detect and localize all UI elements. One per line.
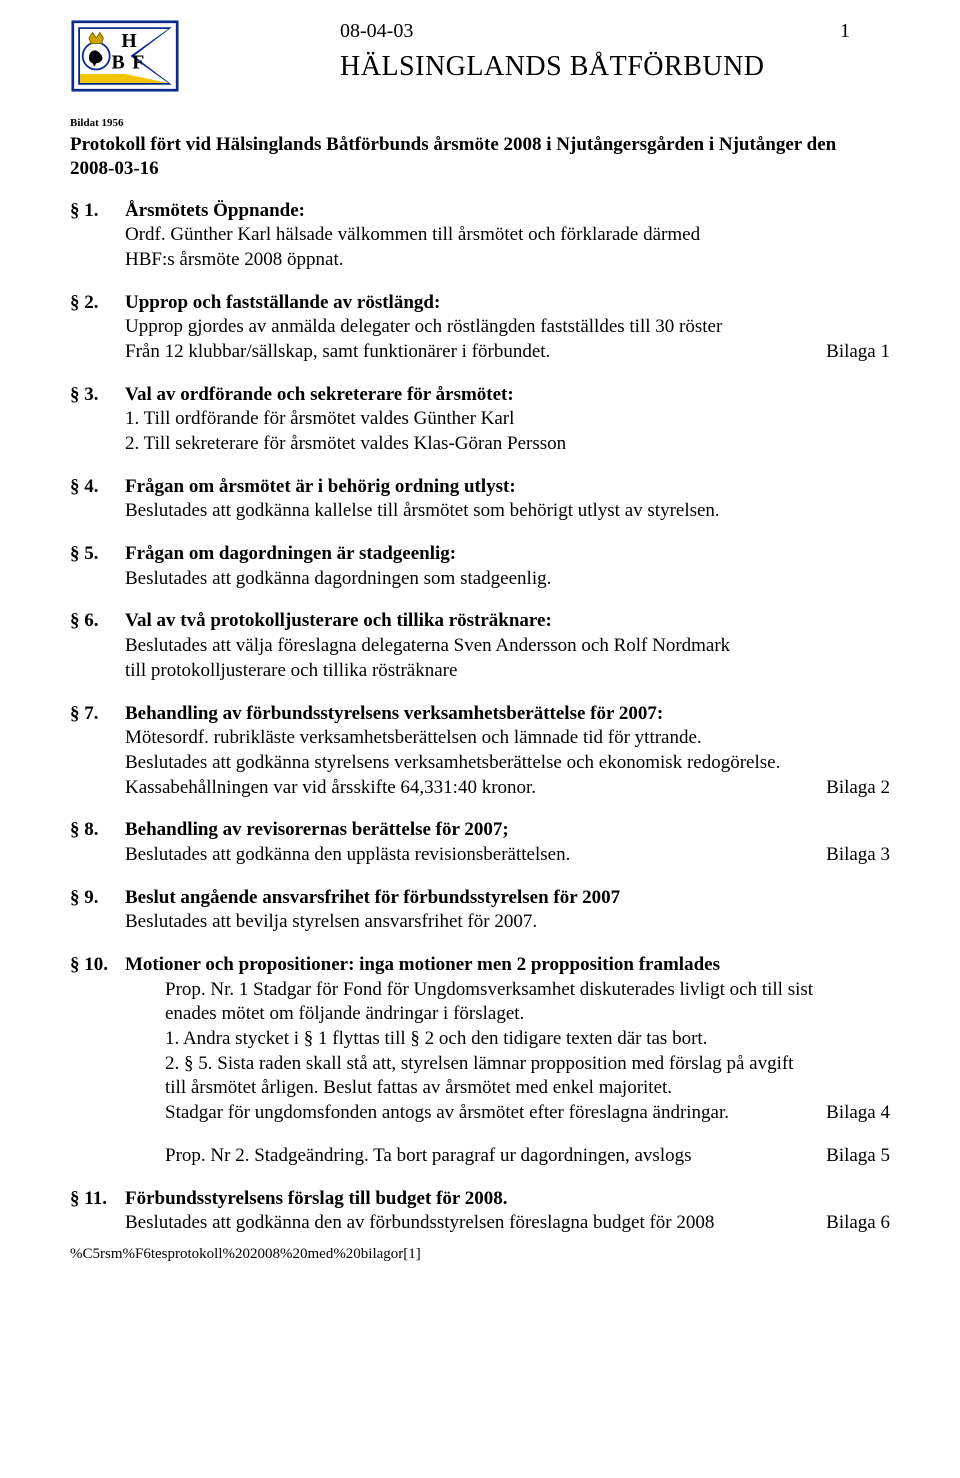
section-11-bilaga: Bilaga 6: [806, 1211, 890, 1236]
section-10-heading: Motioner och propositioner: inga motione…: [125, 953, 890, 978]
section-10-list-0: 1. Andra stycket i § 1 flyttas till § 2 …: [125, 1027, 890, 1052]
intro-line-2: 2008-03-16: [70, 157, 890, 181]
footer-filename: %C5rsm%F6tesprotokoll%202008%20med%20bil…: [70, 1246, 890, 1263]
section-8-bilaga-line: Beslutades att godkänna den upplästa rev…: [125, 843, 570, 868]
section-9: § 9. Beslut angående ansvarsfrihet för f…: [70, 886, 890, 935]
section-3-body-0: 1. Till ordförande för årsmötet valdes G…: [125, 407, 890, 432]
section-2-num: § 2.: [70, 291, 125, 316]
section-6-num: § 6.: [70, 609, 125, 634]
section-10-bilaga4: Bilaga 4: [806, 1101, 890, 1126]
section-11-bilaga-line: Beslutades att godkänna den av förbundss…: [125, 1211, 714, 1236]
section-9-body-0: Beslutades att bevilja styrelsen ansvars…: [125, 910, 890, 935]
section-11-heading: Förbundsstyrelsens förslag till budget f…: [125, 1187, 890, 1212]
intro-block: Protokoll fört vid Hälsinglands Båtförbu…: [70, 133, 890, 181]
hbf-logo-svg: H B F: [70, 20, 180, 110]
section-1-body-0: Ordf. Günther Karl hälsade välkommen til…: [125, 223, 890, 248]
section-1-body-1: HBF:s årsmöte 2008 öppnat.: [125, 248, 890, 273]
logo: H B F Bildat 1956: [70, 20, 190, 129]
document-header: H B F Bildat 1956 08-04-03 1 HÄLSINGLAND…: [70, 20, 890, 129]
section-3-heading: Val av ordförande och sekreterare för år…: [125, 383, 890, 408]
section-7-num: § 7.: [70, 702, 125, 727]
section-2-heading: Upprop och fastställande av röstlängd:: [125, 291, 890, 316]
section-1-heading: Årsmötets Öppnande:: [125, 199, 890, 224]
section-5-body-0: Beslutades att godkänna dagordningen som…: [125, 567, 890, 592]
section-9-heading: Beslut angående ansvarsfrihet för förbun…: [125, 886, 890, 911]
section-1-num: § 1.: [70, 199, 125, 224]
section-2: § 2. Upprop och fastställande av röstlän…: [70, 291, 890, 365]
section-8-heading: Behandling av revisorernas berättelse fö…: [125, 818, 890, 843]
section-1: § 1. Årsmötets Öppnande: Ordf. Günther K…: [70, 199, 890, 273]
section-2-bilaga-line: Från 12 klubbar/sällskap, samt funktionä…: [125, 340, 550, 365]
section-5-heading: Frågan om dagordningen är stadgeenlig:: [125, 542, 890, 567]
section-4-body-0: Beslutades att godkänna kallelse till år…: [125, 499, 890, 524]
section-2-bilaga: Bilaga 1: [806, 340, 890, 365]
section-10-list-2: till årsmötet årligen. Beslut fattas av …: [125, 1076, 890, 1101]
section-7-body-1: Beslutades att godkänna styrelsens verks…: [125, 751, 890, 776]
section-10-bilaga4-line: Stadgar för ungdomsfonden antogs av årsm…: [165, 1101, 729, 1126]
section-4-heading: Frågan om årsmötet är i behörig ordning …: [125, 475, 890, 500]
section-6: § 6. Val av två protokolljusterare och t…: [70, 609, 890, 683]
section-8: § 8. Behandling av revisorernas berättel…: [70, 818, 890, 867]
section-10-prop1-1: enades mötet om följande ändringar i för…: [125, 1002, 890, 1027]
section-5-num: § 5.: [70, 542, 125, 567]
section-8-bilaga: Bilaga 3: [806, 843, 890, 868]
section-7-bilaga-line: Kassabehållningen var vid årsskifte 64,3…: [125, 776, 536, 801]
svg-text:F: F: [132, 52, 144, 74]
section-6-heading: Val av två protokolljusterare och tillik…: [125, 609, 890, 634]
document-title: HÄLSINGLANDS BÅTFÖRBUND: [340, 51, 890, 83]
section-8-num: § 8.: [70, 818, 125, 843]
section-7-heading: Behandling av förbundsstyrelsens verksam…: [125, 702, 890, 727]
svg-text:H: H: [121, 30, 137, 52]
section-5: § 5. Frågan om dagordningen är stadgeenl…: [70, 542, 890, 591]
section-3: § 3. Val av ordförande och sekreterare f…: [70, 383, 890, 457]
header-page-number: 1: [840, 20, 850, 43]
section-10-list-1: 2. § 5. Sista raden skall stå att, styre…: [125, 1052, 890, 1077]
section-11: § 11. Förbundsstyrelsens förslag till bu…: [70, 1187, 890, 1236]
section-7-body-0: Mötesordf. rubrikläste verksamhetsberätt…: [125, 726, 890, 751]
section-10-prop1-0: Prop. Nr. 1 Stadgar för Fond för Ungdoms…: [125, 978, 890, 1003]
section-4: § 4. Frågan om årsmötet är i behörig ord…: [70, 475, 890, 524]
bildat-text: Bildat 1956: [70, 117, 190, 129]
section-10-bilaga5-line: Prop. Nr 2. Stadgeändring. Ta bort parag…: [165, 1144, 692, 1169]
section-4-num: § 4.: [70, 475, 125, 500]
section-7-bilaga: Bilaga 2: [806, 776, 890, 801]
section-7: § 7. Behandling av förbundsstyrelsens ve…: [70, 702, 890, 801]
section-10-bilaga5: Bilaga 5: [806, 1144, 890, 1169]
section-6-body-1: till protokolljusterare och tillika röst…: [125, 659, 890, 684]
section-9-num: § 9.: [70, 886, 125, 911]
section-3-num: § 3.: [70, 383, 125, 408]
section-10-num: § 10.: [70, 953, 125, 978]
section-3-body-1: 2. Till sekreterare för årsmötet valdes …: [125, 432, 890, 457]
section-2-body-0: Upprop gjordes av anmälda delegater och …: [125, 315, 890, 340]
svg-text:B: B: [112, 52, 125, 74]
header-date: 08-04-03: [340, 20, 413, 43]
intro-line-1: Protokoll fört vid Hälsinglands Båtförbu…: [70, 133, 890, 157]
section-11-num: § 11.: [70, 1187, 125, 1212]
section-10: § 10. Motioner och propositioner: inga m…: [70, 953, 890, 1169]
section-6-body-0: Beslutades att välja föreslagna delegate…: [125, 634, 890, 659]
